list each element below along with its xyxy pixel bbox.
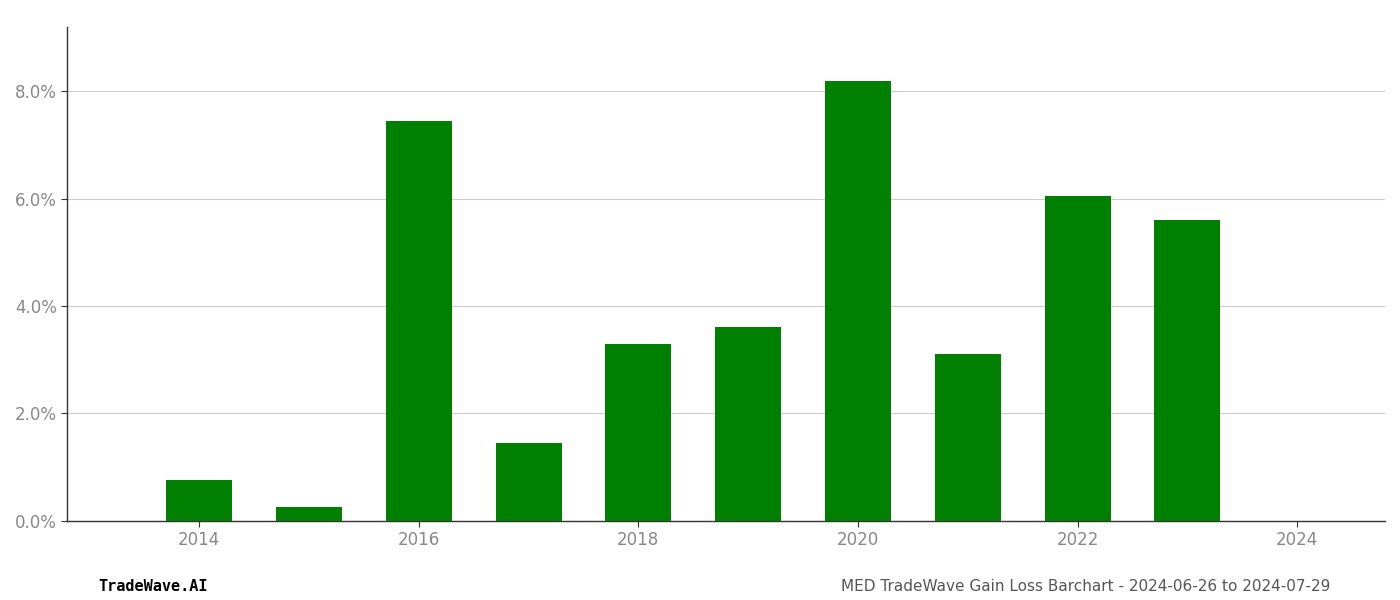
Bar [715, 328, 781, 521]
Bar [496, 443, 561, 521]
Bar [935, 354, 1001, 521]
Bar [386, 121, 452, 521]
Text: TradeWave.AI: TradeWave.AI [98, 579, 207, 594]
Text: MED TradeWave Gain Loss Barchart - 2024-06-26 to 2024-07-29: MED TradeWave Gain Loss Barchart - 2024-… [840, 579, 1330, 594]
Bar [276, 507, 342, 521]
Bar [167, 481, 232, 521]
Bar [1044, 196, 1110, 521]
Bar [605, 344, 672, 521]
Bar [825, 80, 890, 521]
Bar [1155, 220, 1221, 521]
